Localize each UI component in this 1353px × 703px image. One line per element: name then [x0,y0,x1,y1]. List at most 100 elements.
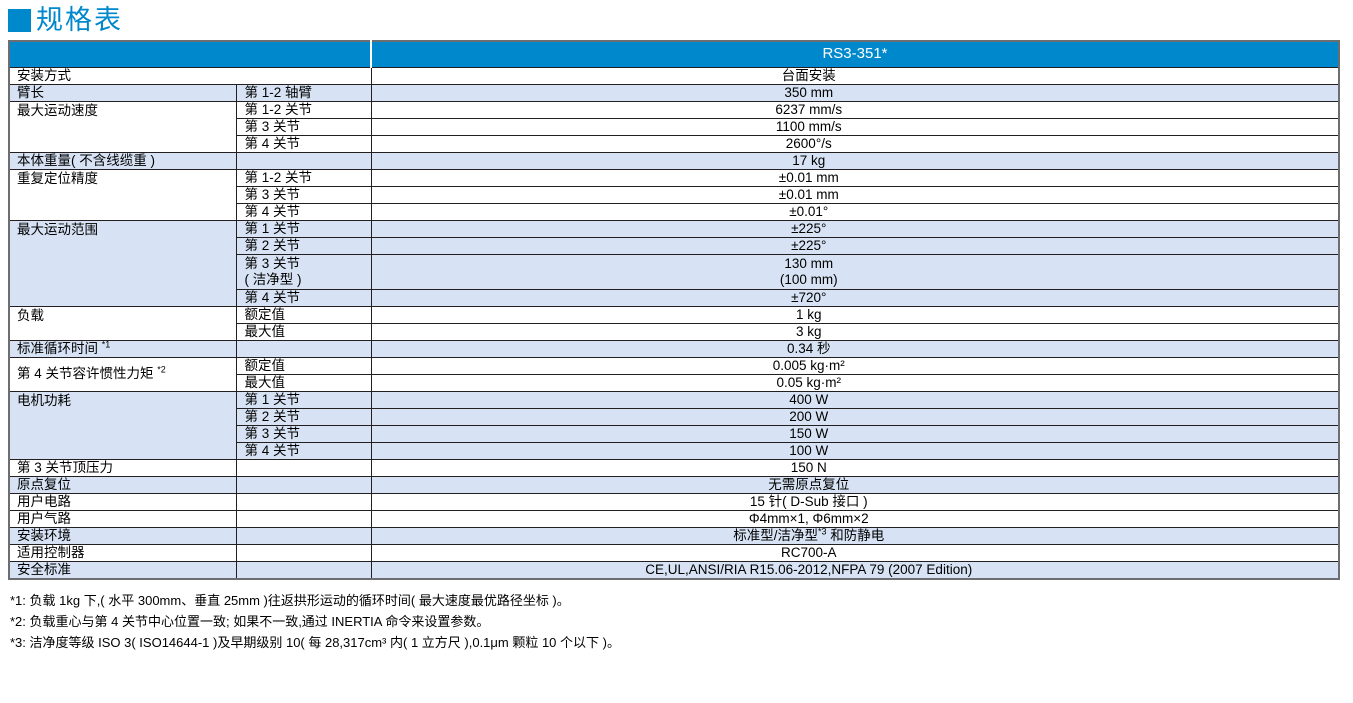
spec-sub-cell: 额定值 [235,356,372,375]
spec-sub-cell: 第 4 关节 [235,202,372,221]
spec-sub-cell: 第 1 关节 [235,390,372,409]
table-row: 最大运动速度 第 1-2 关节 6237 mm/s [8,100,1340,153]
spec-sub-cell: 第 2 关节 [235,407,372,426]
spec-label-cell: 第 3 关节顶压力 [8,458,237,477]
spec-label-cell: 臂长 [8,83,237,102]
spec-sub-cell [235,543,372,562]
spec-label-cell: 电机功耗 [8,390,237,460]
spec-sub-cell [235,560,372,579]
spec-value-line: (100 mm) [779,271,838,287]
spec-value-cell: 150 W [370,424,1340,443]
spec-label-cell: 适用控制器 [8,543,237,562]
footnote: *1: 负载 1kg 下,( 水平 300mm、垂直 25mm )往返拱形运动的… [10,592,570,608]
footnote: *2: 负载重心与第 4 关节中心位置一致; 如果不一致,通过 INERTIA … [10,613,490,629]
spec-sub-cell [235,151,372,170]
table-row: 第 3 关节 150 W [9,424,1340,443]
footnotes: *1: 负载 1kg 下,( 水平 300mm、垂直 25mm )往返拱形运动的… [10,590,1353,653]
table-row: 安装环境 标准型/洁净型*3 和防静电 [8,526,1340,545]
spec-label-cell: 用户电路 [8,492,237,511]
spec-label-cell: 安全标准 [8,560,237,579]
spec-label-cell: 安装环境 [8,526,237,545]
spec-value-cell: 无需原点复位 [370,475,1340,494]
spec-sub-cell: 第 3 关节 [235,117,372,136]
title-square-icon [8,8,31,32]
page-title: 规格表 [8,5,1353,35]
spec-sub-cell: 第 1-2 关节 [235,168,372,187]
table-row: 第 2 关节 200 W [9,407,1340,426]
spec-label-cell: 重复定位精度 [8,168,237,221]
table-row: 第 4 关节 ±720° [9,288,1340,307]
spec-label-cell: 标准循环时间 *1 [8,339,237,358]
spec-value-text: 和防静电 [826,527,885,543]
spec-value-cell: ±0.01 mm [370,185,1340,204]
spec-value-cell: 100 W [370,441,1340,460]
spec-value-cell: ±225° [370,236,1340,255]
spec-sub-cell [235,458,372,477]
spec-label-text: 第 4 关节容许惯性力矩 [17,366,154,381]
spec-sub-cell: 第 3 关节 [235,424,372,443]
spec-sub-line: 第 3 关节 [244,255,301,271]
spec-sub-line: ( 洁净型 ) [244,271,302,287]
spec-value-cell: 标准型/洁净型*3 和防静电 [370,526,1340,545]
table-row: 第 4 关节 100 W [9,441,1340,460]
spec-sub-cell: 第 3 关节 ( 洁净型 ) [235,253,372,290]
footnote-marker: *1 [101,340,111,349]
spec-value-cell: CE,UL,ANSI/RIA R15.06-2012,NFPA 79 (2007… [370,560,1340,579]
spec-value-cell: 350 mm [370,83,1340,102]
table-row: 第 3 关节顶压力 150 N [8,458,1340,477]
table-row: 最大值 0.05 kg·m² [9,373,1340,392]
spec-label-cell: 原点复位 [8,475,237,494]
spec-sub-cell: 第 4 关节 [235,441,372,460]
spec-value-cell: ±720° [370,288,1340,307]
spec-value-cell: 3 kg [370,322,1340,341]
table-row: 安装方式 台面安装 [8,66,1340,85]
spec-sub-cell: 第 2 关节 [235,236,372,255]
table-row: 第 4 关节 2600°/s [9,134,1340,153]
spec-sub-cell [235,509,372,528]
table-row: 最大运动范围 第 1 关节 ±225° [8,219,1340,307]
spec-sub-cell [235,475,372,494]
spec-value-line: 130 mm [784,255,834,271]
spec-label-cell: 最大运动速度 [8,100,237,153]
page-title-text: 规格表 [36,4,123,35]
spec-label-text: 标准循环时间 [17,340,98,356]
spec-label-cell: 最大运动范围 [8,219,237,307]
table-row: 原点复位 无需原点复位 [8,475,1340,494]
spec-value-cell: Φ4mm×1, Φ6mm×2 [370,509,1340,528]
spec-value-cell: 0.34 秒 [370,339,1340,358]
spec-sub-cell: 额定值 [235,305,372,324]
spec-sub-cell: 第 4 关节 [235,288,372,307]
table-row: 用户电路 15 针( D-Sub 接口 ) [8,492,1340,511]
table-row: 电机功耗 第 1 关节 400 W [8,390,1340,460]
table-row: 标准循环时间 *1 0.34 秒 [8,339,1340,358]
spec-sub-cell [235,526,372,545]
spec-value-cell: ±225° [370,219,1340,238]
spec-sub-cell: 第 4 关节 [235,134,372,153]
spec-label-cell: 负载 [8,305,237,341]
table-row: 第 4 关节容许惯性力矩 *2 额定值 0.005 kg·m² [8,356,1340,392]
spec-value-cell: 400 W [370,390,1340,409]
spec-value-cell: RC700-A [370,543,1340,562]
table-row: 本体重量( 不含线缆重 ) 17 kg [8,151,1340,170]
spec-value-cell: ±0.01° [370,202,1340,221]
table-row: 负载 额定值 1 kg [8,305,1340,341]
spec-value-cell: 1100 mm/s [370,117,1340,136]
table-row: 最大值 3 kg [9,322,1340,341]
footnote-marker: *3 [817,527,827,536]
spec-value-cell: 200 W [370,407,1340,426]
spec-value-text: 标准型/洁净型 [733,527,818,543]
spec-value-cell: 1 kg [370,305,1340,324]
spec-label-cell: 第 4 关节容许惯性力矩 *2 [8,356,237,392]
spec-value-cell: 17 kg [370,151,1340,170]
table-row: 第 3 关节 ( 洁净型 ) 130 mm (100 mm) [9,253,1340,290]
footnote-marker: *2 [157,364,166,375]
spec-value-cell: 15 针( D-Sub 接口 ) [370,492,1340,511]
spec-label-cell: 用户气路 [8,509,237,528]
spec-sub-cell: 第 3 关节 [235,185,372,204]
spec-value-cell: ±0.01 mm [370,168,1340,187]
spec-sub-cell: 第 1-2 轴臂 [235,83,372,102]
header-model-cell: RS3-351* [370,40,1340,68]
table-row: 安全标准 CE,UL,ANSI/RIA R15.06-2012,NFPA 79 … [8,560,1340,579]
spec-value-cell: 130 mm (100 mm) [370,253,1340,290]
spec-label-cell: 本体重量( 不含线缆重 ) [8,151,237,170]
